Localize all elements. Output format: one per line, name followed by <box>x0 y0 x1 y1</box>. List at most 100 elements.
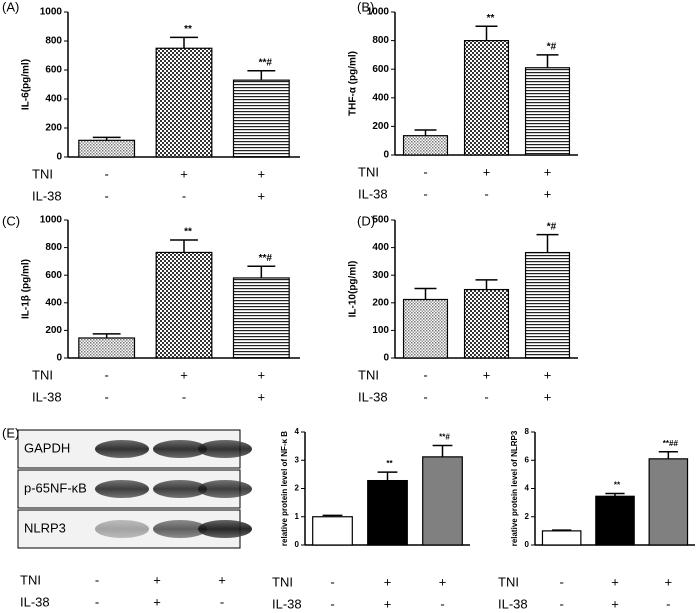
y-tick-label: 1000 <box>40 7 63 18</box>
significance: ** <box>184 227 192 238</box>
y-tick-label: 0 <box>56 353 62 364</box>
condition-sign: + <box>483 164 491 179</box>
bar <box>463 288 510 359</box>
blot-band <box>198 480 252 498</box>
blot-band <box>198 440 252 458</box>
blot-band <box>95 440 149 458</box>
significance: **# <box>259 57 273 68</box>
bar <box>78 337 136 359</box>
blot-row-label: NLRP3 <box>24 520 66 535</box>
condition-sign: - <box>104 389 108 404</box>
condition-sign: + <box>258 389 266 404</box>
significance: *# <box>547 42 557 53</box>
y-tick-label: 1 <box>295 512 300 521</box>
condition-sign: - <box>95 594 99 609</box>
y-axis-label: relative protein level of NF-κ B <box>280 431 289 546</box>
y-tick-label: 8 <box>525 427 530 436</box>
significance: **## <box>663 439 679 448</box>
y-tick-label: 100 <box>372 325 389 336</box>
condition-sign: + <box>611 596 619 611</box>
condition-sign: + <box>258 166 266 181</box>
panel-label: (B) <box>357 0 374 14</box>
condition-label: IL-38 <box>20 594 50 609</box>
condition-label: TNI <box>20 572 41 587</box>
y-axis-label: IL-1β (pg/ml) <box>21 259 32 319</box>
condition-sign: - <box>104 367 108 382</box>
y-tick-label: 200 <box>372 297 389 308</box>
y-tick-label: 400 <box>372 242 389 253</box>
y-tick-label: 4 <box>525 484 530 493</box>
condition-sign: + <box>153 594 161 609</box>
y-tick-label: 0 <box>56 152 62 163</box>
y-tick-label: 800 <box>372 35 389 46</box>
bar <box>367 479 408 546</box>
condition-sign: - <box>220 594 224 609</box>
condition-label: TNI <box>32 166 53 181</box>
panel-label: (E) <box>2 425 19 440</box>
condition-label: IL-38 <box>358 186 388 201</box>
condition-sign: + <box>180 166 188 181</box>
y-axis-label: relative protein level of NLRP3 <box>510 430 519 546</box>
blot-row-label: GAPDH <box>24 440 70 455</box>
y-tick-label: 0 <box>383 353 389 364</box>
condition-sign: + <box>483 367 491 382</box>
condition-sign: - <box>484 389 488 404</box>
y-axis-label: IL-10(pg/ml) <box>348 261 359 318</box>
y-tick-label: 300 <box>372 270 389 281</box>
bar <box>232 79 290 158</box>
bar <box>402 135 449 156</box>
blot-band <box>198 520 252 538</box>
y-tick-label: 6 <box>525 455 530 464</box>
y-tick-label: 400 <box>45 297 62 308</box>
condition-sign: - <box>666 596 670 611</box>
bar <box>648 458 689 546</box>
condition-sign: + <box>384 574 392 589</box>
y-tick-label: 200 <box>45 123 62 134</box>
condition-sign: - <box>423 164 427 179</box>
condition-sign: - <box>95 572 99 587</box>
y-tick-label: 800 <box>45 36 62 47</box>
condition-sign: + <box>544 186 552 201</box>
condition-label: IL-38 <box>272 596 302 611</box>
condition-sign: - <box>484 186 488 201</box>
y-tick-label: 3 <box>295 455 300 464</box>
blot-row-label: p-65NF-κB <box>24 480 87 495</box>
y-tick-label: 600 <box>45 65 62 76</box>
y-tick-label: 0 <box>295 540 300 549</box>
significance: **# <box>439 433 450 442</box>
significance: ** <box>614 481 621 490</box>
condition-sign: - <box>559 596 563 611</box>
condition-sign: + <box>153 572 161 587</box>
y-tick-label: 2 <box>525 512 530 521</box>
condition-sign: - <box>182 188 186 203</box>
condition-label: IL-38 <box>498 596 528 611</box>
condition-sign: + <box>611 574 619 589</box>
condition-sign: - <box>104 188 108 203</box>
y-tick-label: 200 <box>372 121 389 132</box>
bar <box>402 298 449 359</box>
condition-label: TNI <box>358 164 379 179</box>
blot-band <box>153 480 207 498</box>
bar <box>155 47 213 158</box>
condition-sign: - <box>330 596 334 611</box>
condition-sign: - <box>104 166 108 181</box>
blot-band <box>95 480 149 498</box>
condition-sign: - <box>440 596 444 611</box>
bar <box>524 251 571 359</box>
y-tick-label: 2 <box>295 484 300 493</box>
y-tick-label: 500 <box>372 215 389 226</box>
condition-sign: + <box>544 164 552 179</box>
y-tick-label: 1000 <box>40 215 63 226</box>
condition-label: IL-38 <box>32 188 62 203</box>
panel-label: (D) <box>357 213 375 228</box>
condition-label: TNI <box>498 574 519 589</box>
condition-label: IL-38 <box>32 389 62 404</box>
bar <box>463 39 510 156</box>
condition-sign: + <box>258 367 266 382</box>
y-tick-label: 400 <box>372 92 389 103</box>
y-axis-label: THF-α (pg/ml) <box>348 51 359 116</box>
significance: **# <box>259 253 273 264</box>
bar <box>312 516 353 546</box>
bar <box>232 277 290 359</box>
